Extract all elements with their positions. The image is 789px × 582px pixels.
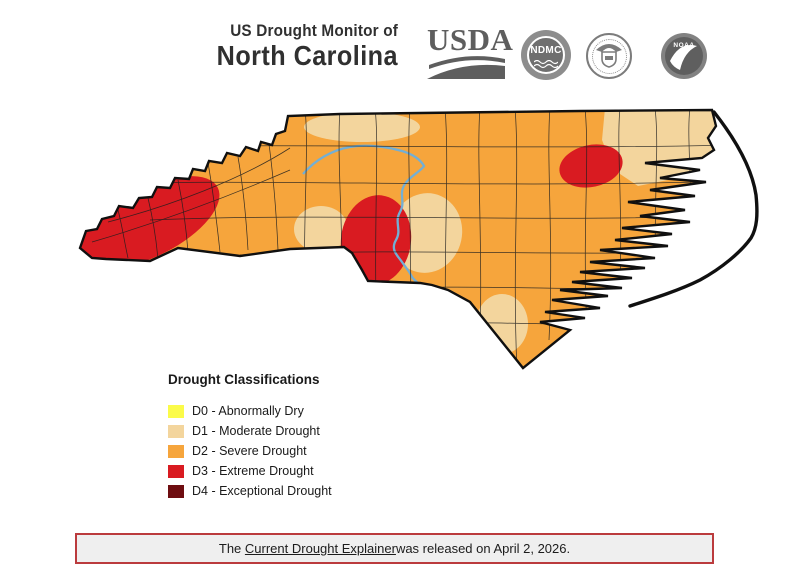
legend-item-d1: D1 - Moderate Drought	[168, 421, 332, 441]
ndmc-wave-icon	[533, 59, 559, 69]
legend-item-d0: D0 - Abnormally Dry	[168, 401, 332, 421]
d3-swatch-icon	[168, 464, 184, 478]
page-title: US Drought Monitor of North Carolina	[140, 20, 398, 72]
legend-title: Drought Classifications	[168, 372, 320, 387]
noaa-bird-icon	[670, 45, 697, 70]
commerce-eagle-icon	[596, 44, 622, 68]
usda-logo: USDA	[427, 22, 514, 83]
commerce-seal-logo	[586, 33, 632, 79]
legend-label-d1: D1 - Moderate Drought	[192, 424, 320, 438]
outer-banks	[628, 110, 759, 308]
release-notice-prefix: The	[218, 541, 242, 556]
d1-region-top-center	[304, 112, 420, 142]
d1-region-west-central	[294, 206, 348, 252]
d0-swatch-icon	[168, 404, 184, 418]
d3-region-northeast	[559, 144, 623, 188]
map-container	[72, 102, 767, 378]
d4-swatch-icon	[168, 484, 184, 498]
current-drought-explainer-link[interactable]: Current Drought Explainer	[244, 541, 396, 556]
d3-region-west	[80, 176, 220, 268]
title-line-2: North Carolina	[216, 40, 398, 72]
d1-region-south-central	[476, 294, 528, 354]
ndmc-logo-text: NDMC	[530, 45, 562, 56]
title-line-1: US Drought Monitor of	[230, 21, 398, 40]
release-notice-banner: The Current Drought Explainer was releas…	[75, 533, 714, 564]
noaa-logo-text: NOAA	[673, 42, 695, 49]
release-notice-suffix: was released on April 2, 2026.	[395, 541, 571, 556]
d1-region-northeast	[602, 110, 716, 186]
ndmc-logo-inner: NDMC	[527, 36, 565, 74]
legend-label-d0: D0 - Abnormally Dry	[192, 404, 304, 418]
legend-item-d4: D4 - Exceptional Drought	[168, 481, 332, 501]
usda-swoosh-icon	[427, 56, 505, 79]
d1-swatch-icon	[168, 424, 184, 438]
legend-label-d4: D4 - Exceptional Drought	[192, 484, 332, 498]
legend-item-d3: D3 - Extreme Drought	[168, 461, 332, 481]
legend-label-d2: D2 - Severe Drought	[192, 444, 307, 458]
noaa-logo: NOAA	[661, 33, 707, 79]
ndmc-logo: NDMC	[521, 30, 571, 80]
legend: Drought Classifications D0 - Abnormally …	[168, 372, 332, 501]
legend-item-d2: D2 - Severe Drought	[168, 441, 332, 461]
d2-swatch-icon	[168, 444, 184, 458]
commerce-seal-ring	[592, 39, 627, 74]
legend-label-d3: D3 - Extreme Drought	[192, 464, 314, 478]
nc-drought-map	[78, 108, 759, 370]
usda-logo-text: USDA	[427, 22, 514, 57]
noaa-logo-inner: NOAA	[665, 37, 703, 75]
